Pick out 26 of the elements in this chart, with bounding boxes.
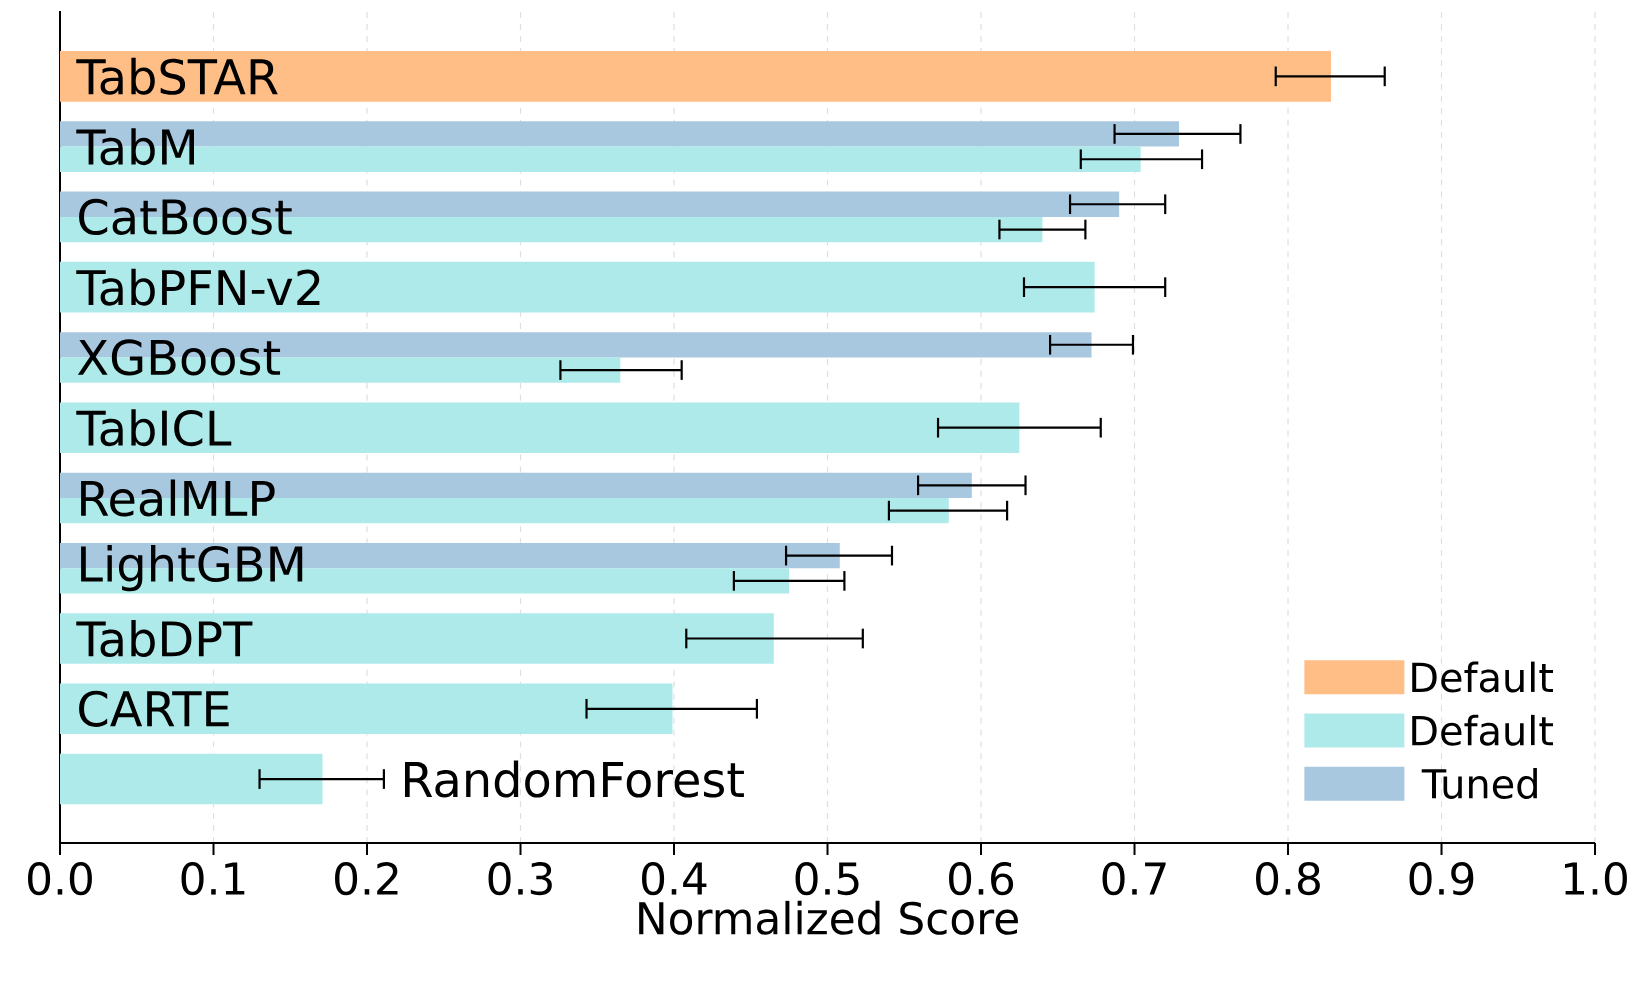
x-tick-label: 0.8 [1256, 862, 1320, 896]
legend-label: Tuned [1421, 768, 1537, 799]
y-tick-label: CARTE [79, 690, 229, 727]
x-tick-label: 0.7 [1102, 862, 1166, 896]
x-tick-label: 0.3 [488, 862, 552, 896]
x-tick-label: 0.2 [335, 862, 398, 896]
legend-label: Default [1412, 661, 1553, 693]
y-tick-label: XGBoost [77, 339, 281, 376]
y-tick-label: CatBoost [79, 198, 292, 235]
x-tick-label: 0.5 [795, 862, 859, 896]
y-tick-label: TabPFN-v2 [76, 268, 320, 306]
x-axis-title: Normalized Score [639, 900, 1018, 935]
x-tick-label: 0.1 [181, 862, 245, 896]
y-tick-label: TabSTAR [76, 57, 278, 95]
y-tick-label: TabDPT [76, 620, 253, 658]
x-tick-label: 0.0 [28, 862, 92, 896]
y-tick-label: TabICL [76, 409, 232, 447]
legend-label: Default [1412, 714, 1553, 746]
y-tick-label: RealMLP [81, 479, 275, 517]
x-tick-label: 1.0 [1564, 862, 1627, 896]
x-tick-label: 0.4 [642, 862, 707, 896]
y-tick-label: TabM [76, 128, 194, 166]
y-tick-label: LightGBM [81, 545, 303, 592]
x-tick-label: 0.9 [1409, 862, 1474, 896]
y-tick-label: RandomForest [404, 760, 744, 798]
x-tick-label: 0.6 [949, 862, 1014, 896]
